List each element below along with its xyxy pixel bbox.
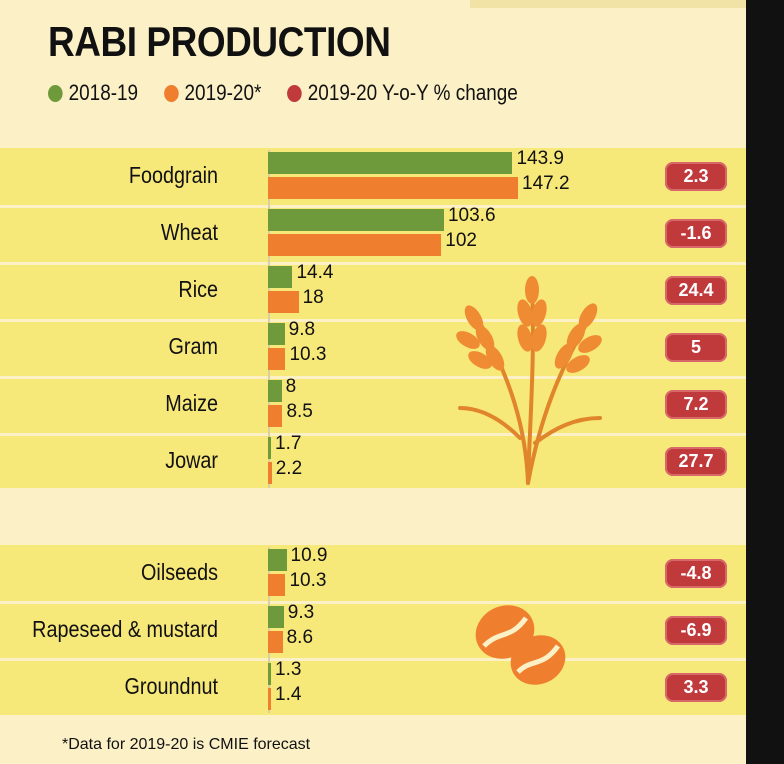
yoy-badge-gram: 5 bbox=[665, 333, 727, 362]
category-label-groundnut: Groundnut bbox=[124, 673, 218, 699]
oilseed-band bbox=[0, 545, 746, 715]
bar-2018-19-wheat bbox=[268, 209, 444, 231]
category-label-maize: Maize bbox=[165, 390, 218, 416]
row-separator bbox=[0, 376, 746, 379]
wheat-illustration-icon bbox=[456, 276, 602, 485]
value-label-2019-20-oilseeds: 10.3 bbox=[289, 570, 327, 591]
value-label-2019-20-jowar: 2.2 bbox=[275, 458, 303, 479]
legend-dot-red bbox=[287, 84, 302, 102]
value-label-2019-20-rice: 18 bbox=[302, 287, 324, 308]
bar-2018-19-jowar bbox=[268, 437, 271, 459]
yoy-badge-maize: 7.2 bbox=[665, 390, 727, 419]
value-label-2019-20-foodgrain: 147.2 bbox=[522, 173, 570, 194]
value-label-2018-19-wheat: 103.6 bbox=[447, 205, 496, 226]
yoy-badge-rice: 24.4 bbox=[665, 276, 727, 305]
infographic-card: RABI PRODUCTION 2018-19 2019-20* 2019-20… bbox=[0, 0, 746, 764]
value-label-2019-20-gram: 10.3 bbox=[289, 344, 327, 365]
y-axis-line bbox=[268, 150, 270, 488]
category-label-jowar: Jowar bbox=[165, 447, 218, 473]
bar-2018-19-gram bbox=[268, 323, 285, 345]
legend-item-2018-19: 2018-19 bbox=[48, 80, 138, 106]
value-label-2019-20-rapeseed-mustard: 8.6 bbox=[286, 627, 314, 648]
yoy-badge-oilseeds: -4.8 bbox=[665, 559, 727, 588]
bar-2019-20-rice bbox=[268, 291, 299, 313]
row-separator bbox=[0, 433, 746, 436]
bar-2018-19-groundnut bbox=[268, 663, 271, 685]
bar-2018-19-rice bbox=[268, 266, 293, 288]
category-label-gram: Gram bbox=[168, 333, 218, 359]
legend: 2018-19 2019-20* 2019-20 Y-o-Y % change bbox=[48, 80, 544, 106]
legend-item-2019-20: 2019-20* bbox=[163, 80, 262, 106]
category-label-rapeseed-mustard: Rapeseed & mustard bbox=[32, 616, 218, 642]
value-label-2018-19-rapeseed-mustard: 9.3 bbox=[287, 602, 315, 623]
value-label-2018-19-jowar: 1.7 bbox=[275, 433, 302, 454]
bar-2019-20-foodgrain bbox=[268, 177, 519, 199]
legend-dot-orange bbox=[163, 84, 179, 102]
bar-2019-20-rapeseed-mustard bbox=[268, 631, 283, 653]
category-label-rice: Rice bbox=[178, 276, 218, 302]
bar-2019-20-maize bbox=[268, 405, 283, 427]
legend-label-2019-20: 2019-20* bbox=[184, 80, 262, 105]
y-axis-line bbox=[268, 547, 270, 713]
legend-label-2018-19: 2018-19 bbox=[68, 80, 139, 105]
bar-2019-20-jowar bbox=[268, 462, 272, 484]
row-separator bbox=[0, 262, 746, 265]
category-label-foodgrain: Foodgrain bbox=[128, 162, 218, 188]
row-separator bbox=[0, 658, 746, 661]
bar-2019-20-wheat bbox=[268, 234, 442, 256]
value-label-2018-19-gram: 9.8 bbox=[288, 319, 316, 340]
yoy-badge-jowar: 27.7 bbox=[665, 447, 727, 476]
legend-label-yoy: 2019-20 Y-o-Y % change bbox=[307, 80, 518, 105]
value-label-2018-19-maize: 8 bbox=[285, 376, 297, 397]
bar-2018-19-maize bbox=[268, 380, 282, 402]
bar-2019-20-groundnut bbox=[268, 688, 271, 710]
footnote: *Data for 2019-20 is CMIE forecast bbox=[62, 736, 311, 753]
legend-dot-green bbox=[48, 84, 63, 102]
value-label-2018-19-rice: 14.4 bbox=[296, 262, 334, 283]
yoy-badge-foodgrain: 2.3 bbox=[665, 162, 727, 191]
legend-item-yoy: 2019-20 Y-o-Y % change bbox=[287, 80, 518, 106]
row-separator bbox=[0, 601, 746, 604]
bar-2019-20-oilseeds bbox=[268, 574, 286, 596]
top-decoration bbox=[470, 0, 746, 8]
value-label-2019-20-maize: 8.5 bbox=[286, 401, 313, 422]
value-label-2018-19-oilseeds: 10.9 bbox=[290, 545, 328, 566]
value-label-2018-19-groundnut: 1.3 bbox=[275, 659, 302, 680]
category-label-wheat: Wheat bbox=[160, 219, 218, 245]
bar-2018-19-oilseeds bbox=[268, 549, 287, 571]
value-label-2018-19-foodgrain: 143.9 bbox=[516, 148, 564, 169]
foodgrain-band bbox=[0, 148, 746, 488]
row-separator bbox=[0, 205, 746, 208]
yoy-badge-rapeseed-mustard: -6.9 bbox=[665, 616, 727, 645]
bar-2019-20-gram bbox=[268, 348, 286, 370]
value-label-2019-20-wheat: 102 bbox=[445, 230, 477, 251]
row-separator bbox=[0, 319, 746, 322]
bar-2018-19-rapeseed-mustard bbox=[268, 606, 284, 628]
value-label-2019-20-groundnut: 1.4 bbox=[275, 684, 302, 705]
bar-2018-19-foodgrain bbox=[268, 152, 513, 174]
category-label-oilseeds: Oilseeds bbox=[141, 559, 218, 585]
chart-title: RABI PRODUCTION bbox=[48, 18, 391, 65]
seeds-illustration-icon bbox=[475, 605, 566, 685]
yoy-badge-wheat: -1.6 bbox=[665, 219, 727, 248]
yoy-badge-groundnut: 3.3 bbox=[665, 673, 727, 702]
